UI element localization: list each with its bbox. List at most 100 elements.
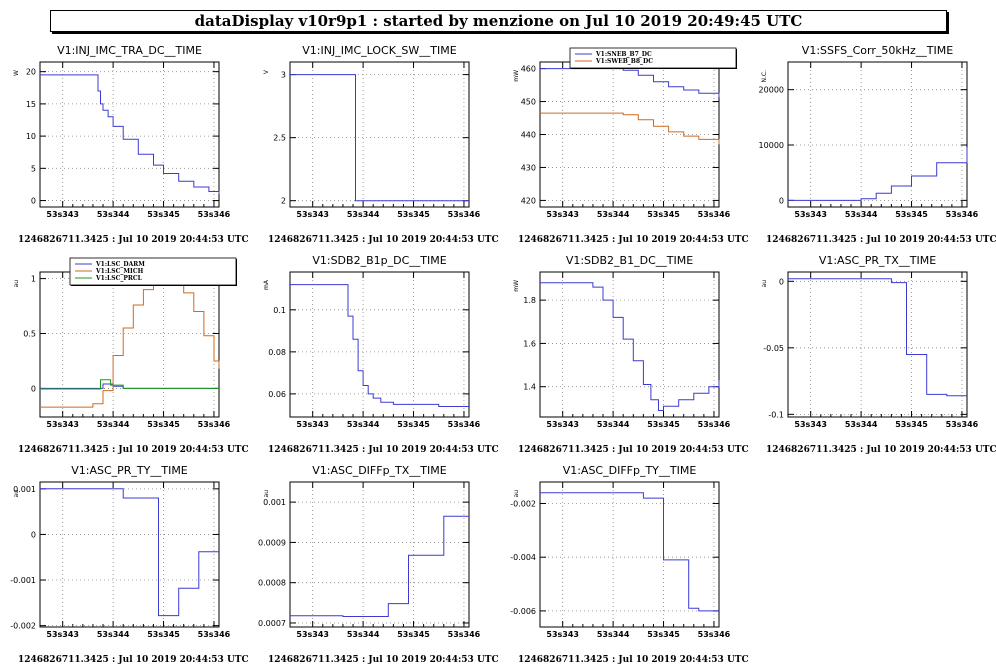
y-axis-label: mW <box>513 70 520 82</box>
footer-timestamp: 1246826711.3425 : Jul 10 2019 20:44:53 U… <box>18 235 249 245</box>
x-tick-label: 53s346 <box>198 420 231 429</box>
y-tick-label: 0.06 <box>268 390 286 399</box>
y-axis-label: mW <box>513 280 520 292</box>
footer-timestamp: 1246826711.3425 : Jul 10 2019 20:44:53 U… <box>18 655 249 665</box>
y-axis-label: N.C. <box>761 70 768 83</box>
series-line <box>788 147 968 201</box>
y-axis-label: au <box>263 490 270 498</box>
chart-panel: V1:INJ_IMC_TRA_DC__TIME W 53s343 53s344 53s3… <box>13 44 249 245</box>
x-tick-label: 53s346 <box>698 210 731 219</box>
legend-box <box>69 257 237 286</box>
chart-title: V1:INJ_IMC_LOCK_SW__TIME <box>302 44 456 57</box>
plot-frame <box>39 481 220 628</box>
y-tick-label: -0.006 <box>510 607 536 616</box>
series-line <box>540 282 720 411</box>
y-tick-label: 0 <box>31 384 36 393</box>
footer-timestamp: 1246826711.3425 : Jul 10 2019 20:44:53 U… <box>268 655 499 665</box>
legend-box <box>569 47 737 69</box>
x-tick-label: 53s345 <box>895 420 928 429</box>
x-tick-label: 53s345 <box>397 420 430 429</box>
y-tick-label: 0.0008 <box>258 579 286 588</box>
legend-entry: V1:LSC_DARM <box>95 261 145 268</box>
series-line <box>788 278 967 397</box>
x-tick-label: 53s344 <box>597 420 630 429</box>
y-tick-label: 2.5 <box>273 134 286 143</box>
x-tick-label: 53s344 <box>347 420 380 429</box>
chart-title: V1:SDB2_B1_DC__TIME <box>566 254 693 267</box>
x-tick-label: 53s343 <box>46 420 79 429</box>
series-line <box>40 488 219 617</box>
series-line <box>540 492 719 612</box>
y-tick-label: 5 <box>31 164 36 173</box>
x-tick-label: 53s343 <box>794 210 827 219</box>
footer-timestamp: 1246826711.3425 : Jul 10 2019 20:44:53 U… <box>268 445 499 455</box>
y-tick-label: -0.004 <box>510 553 536 562</box>
x-tick-label: 53s345 <box>397 630 430 639</box>
x-tick-label: 53s346 <box>946 420 979 429</box>
x-tick-label: 53s346 <box>198 630 231 639</box>
y-tick-label: 20 <box>26 68 36 77</box>
y-tick-label: 440 <box>521 131 536 140</box>
x-tick-label: 53s343 <box>546 630 579 639</box>
series-line <box>290 74 469 202</box>
footer-timestamp: 1246826711.3425 : Jul 10 2019 20:44:53 U… <box>518 655 749 665</box>
series-line <box>540 68 720 98</box>
y-tick-label: 0.5 <box>23 330 36 339</box>
y-axis-label: W <box>13 70 20 76</box>
footer-timestamp: 1246826711.3425 : Jul 10 2019 20:44:53 U… <box>18 445 249 455</box>
x-tick-label: 53s344 <box>597 630 630 639</box>
x-tick-label: 53s345 <box>397 210 430 219</box>
series-line <box>40 74 220 195</box>
y-tick-label: -0.05 <box>763 344 784 353</box>
y-axis-label: au <box>513 490 520 498</box>
footer-timestamp: 1246826711.3425 : Jul 10 2019 20:44:53 U… <box>518 235 749 245</box>
x-tick-label: 53s345 <box>647 630 680 639</box>
chart-panel: V1:SDB2_B1_DC__TIME mW 53s343 53s344 53s345 5… <box>513 254 749 455</box>
x-tick-label: 53s344 <box>597 210 630 219</box>
footer-timestamp: 1246826711.3425 : Jul 10 2019 20:44:53 U… <box>766 235 996 245</box>
series-line <box>290 284 469 407</box>
chart-title: V1:ASC_PR_TX__TIME <box>819 254 936 267</box>
y-tick-label: 10000 <box>759 141 784 150</box>
x-tick-label: 53s344 <box>347 630 380 639</box>
x-tick-label: 53s344 <box>845 210 878 219</box>
legend-entry: V1:LSC_MICH <box>95 268 144 275</box>
chart-panel: au 53s343 53s344 53s345 53s346 0 0.5 1 V1:LSC_DA… <box>13 257 249 455</box>
plot-frame <box>787 61 968 208</box>
footer-timestamp: 1246826711.3425 : Jul 10 2019 20:44:53 U… <box>268 235 499 245</box>
y-tick-label: 420 <box>521 196 536 205</box>
y-tick-label: -0.1 <box>768 410 784 419</box>
y-tick-label: 0.0009 <box>258 538 286 547</box>
y-tick-label: 1.8 <box>523 296 536 305</box>
y-tick-label: 0.001 <box>13 485 36 494</box>
x-tick-label: 53s345 <box>147 210 180 219</box>
x-tick-label: 53s345 <box>895 210 928 219</box>
series-line <box>540 112 720 145</box>
y-tick-label: -0.002 <box>10 622 36 631</box>
y-tick-label: 2 <box>281 197 286 206</box>
chart-title: V1:ASC_DIFFp_TY__TIME <box>563 464 697 477</box>
chart-panel: mW 53s343 53s344 53s345 53s346 420 430 440 450 46… <box>513 47 749 245</box>
y-axis-label: au <box>13 490 20 498</box>
y-tick-label: 20000 <box>759 86 784 95</box>
x-tick-label: 53s344 <box>97 420 130 429</box>
chart-title: V1:INJ_IMC_TRA_DC__TIME <box>57 44 202 57</box>
series-line <box>40 379 219 390</box>
y-axis-label: mA <box>263 279 270 290</box>
y-tick-label: 3 <box>281 71 286 80</box>
y-tick-label: 10 <box>26 132 36 141</box>
x-tick-label: 53s345 <box>147 420 180 429</box>
x-tick-label: 53s346 <box>448 210 481 219</box>
chart-panel: V1:SDB2_B1p_DC__TIME mA 53s343 53s344 53s345… <box>263 254 499 455</box>
y-tick-label: 0 <box>31 197 36 206</box>
series-line <box>290 515 469 617</box>
plot-frame <box>39 61 220 208</box>
plot-frame <box>787 271 968 418</box>
x-tick-label: 53s344 <box>845 420 878 429</box>
plot-frame <box>289 481 470 628</box>
y-tick-label: 1 <box>31 275 36 284</box>
x-tick-label: 53s343 <box>794 420 827 429</box>
